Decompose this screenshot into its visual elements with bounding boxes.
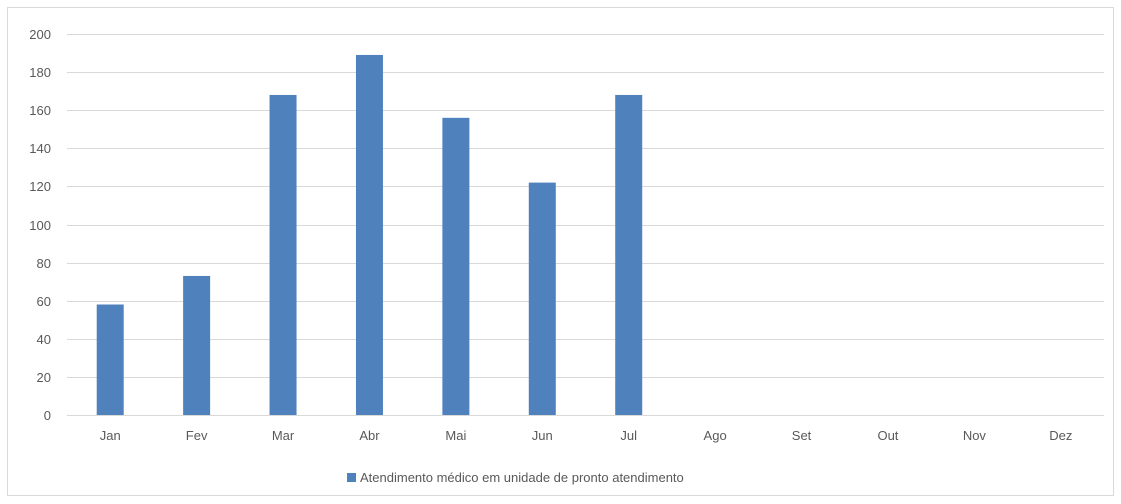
bar-jun <box>528 182 556 415</box>
x-tick-label: Jul <box>620 428 637 443</box>
y-tick-label: 140 <box>29 141 51 156</box>
legend-swatch <box>347 473 356 482</box>
legend-label: Atendimento médico em unidade de pronto … <box>360 470 684 485</box>
y-tick-label: 180 <box>29 65 51 80</box>
legend: Atendimento médico em unidade de pronto … <box>347 470 684 485</box>
y-tick-label: 100 <box>29 218 51 233</box>
x-tick-label: Fev <box>186 428 208 443</box>
bar-fev <box>183 275 211 415</box>
x-tick-label: Set <box>792 428 812 443</box>
x-tick-label: Ago <box>704 428 727 443</box>
chart-frame: 0 20 40 60 80 100 120 140 160 180 200 Jan Fev Mar Abr… <box>7 7 1114 496</box>
y-tick-label: 60 <box>37 294 51 309</box>
bar-abr <box>355 54 383 415</box>
bar-mai <box>442 117 470 415</box>
y-tick-label: 40 <box>37 332 51 347</box>
y-tick-label: 200 <box>29 27 51 42</box>
y-tick-labels: 0 20 40 60 80 100 120 140 160 180 200 <box>29 27 51 423</box>
x-tick-label: Mar <box>272 428 295 443</box>
bars <box>96 54 643 416</box>
y-tick-label: 120 <box>29 179 51 194</box>
y-tick-label: 20 <box>37 370 51 385</box>
y-tick-label: 80 <box>37 256 51 271</box>
y-tick-label: 0 <box>44 408 51 423</box>
x-tick-label: Abr <box>359 428 380 443</box>
bar-chart: 0 20 40 60 80 100 120 140 160 180 200 Jan Fev Mar Abr… <box>29 27 1104 485</box>
x-tick-label: Nov <box>963 428 987 443</box>
x-tick-label: Mai <box>445 428 466 443</box>
x-tick-label: Jun <box>532 428 553 443</box>
x-tick-label: Out <box>877 428 898 443</box>
y-tick-label: 160 <box>29 103 51 118</box>
x-tick-label: Dez <box>1049 428 1072 443</box>
bar-jan <box>96 304 124 415</box>
bar-jul <box>615 94 643 416</box>
bar-mar <box>269 94 297 416</box>
gridlines <box>67 34 1104 378</box>
x-tick-label: Jan <box>100 428 121 443</box>
x-tick-labels: Jan Fev Mar Abr Mai Jun Jul Ago Set Out Nov Dez <box>100 428 1073 443</box>
